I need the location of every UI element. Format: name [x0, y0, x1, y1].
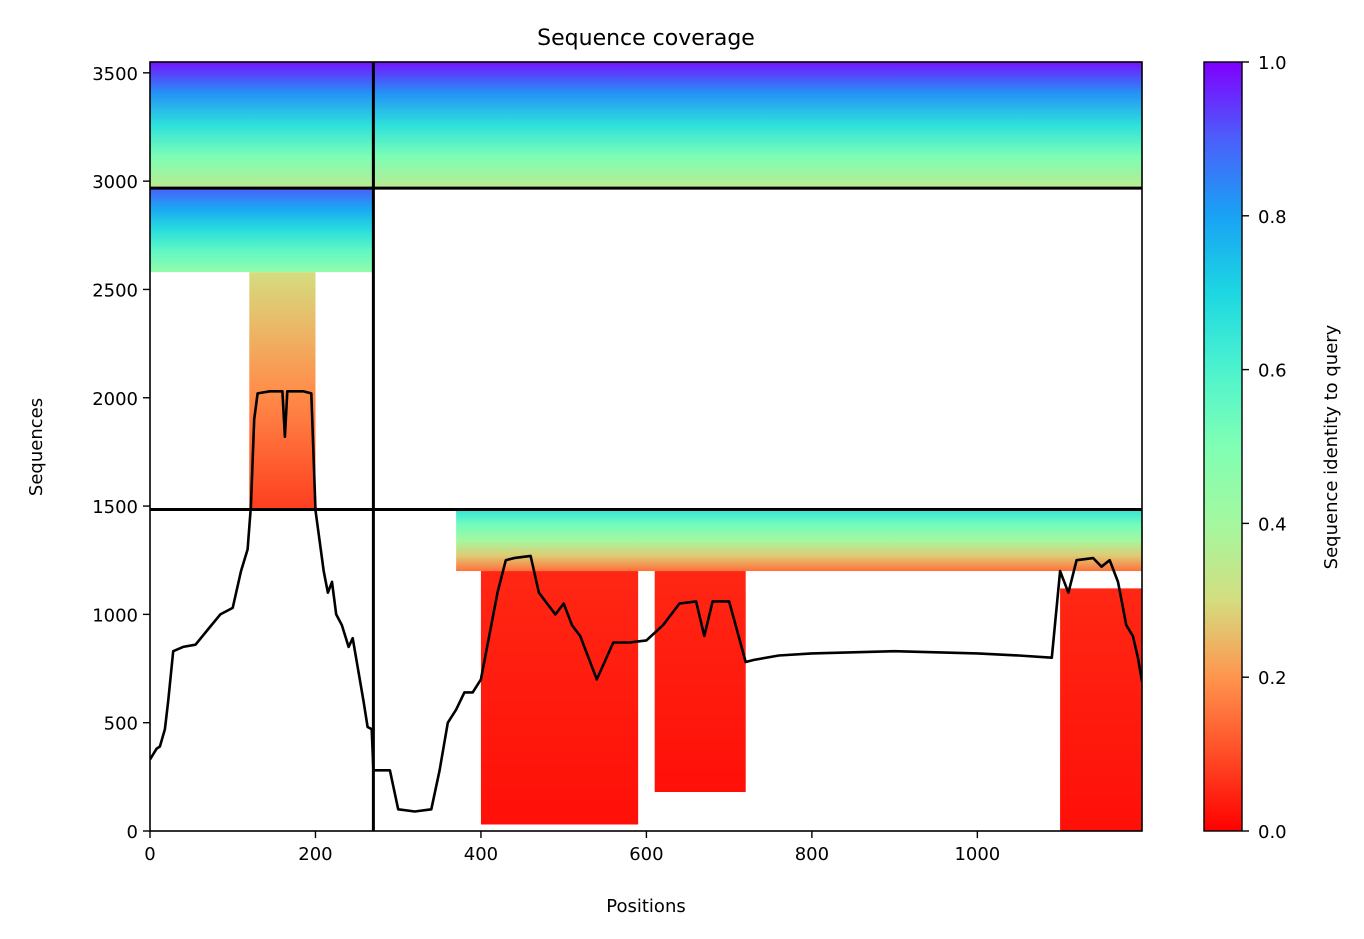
y-tick-label: 500: [104, 714, 138, 735]
colorbar-tick-label: 0.2: [1258, 668, 1287, 689]
x-tick-label: 200: [298, 844, 332, 865]
coverage-line-group: [150, 389, 1142, 813]
y-axis: 0 500 1000 1500 2000 2500 3000 3500: [92, 64, 150, 843]
x-tick-label: 400: [464, 844, 498, 865]
colorbar-tick-label: 0.0: [1258, 822, 1287, 843]
coverage-block: [480, 571, 639, 825]
y-tick-label: 2500: [92, 280, 138, 301]
coverage-block: [654, 571, 746, 793]
y-tick-label: 1000: [92, 605, 138, 626]
y-axis-label: Sequences: [26, 398, 47, 496]
y-tick-label: 1500: [92, 497, 138, 518]
x-axis: 0 200 400 600 800 1000: [144, 831, 1000, 865]
colorbar-tick-label: 0.6: [1258, 361, 1287, 382]
x-tick-label: 600: [629, 844, 663, 865]
y-tick-label: 3000: [92, 172, 138, 193]
coverage-block: [373, 62, 1142, 189]
y-tick-label: 3500: [92, 64, 138, 85]
x-tick-label: 0: [144, 844, 155, 865]
x-tick-label: 1000: [954, 844, 1000, 865]
coverage-blocks: [150, 62, 1142, 831]
colorbar-label: Sequence identity to query: [1321, 324, 1342, 569]
coverage-block: [1060, 588, 1142, 831]
coverage-block: [150, 62, 374, 189]
coverage-block: [150, 188, 374, 273]
coverage-block: [456, 509, 1142, 572]
x-tick-label: 800: [795, 844, 829, 865]
colorbar-axis: 0.0 0.2 0.4 0.6 0.8 1.0: [1242, 53, 1287, 843]
y-tick-label: 2000: [92, 389, 138, 410]
colorbar: [1203, 61, 1243, 832]
chart-title: Sequence coverage: [537, 26, 755, 51]
coverage-line: [150, 389, 1142, 813]
x-axis-label: Positions: [606, 896, 685, 917]
colorbar-tick-label: 0.4: [1258, 514, 1287, 535]
colorbar-tick-label: 1.0: [1258, 53, 1287, 74]
colorbar-tick-label: 0.8: [1258, 207, 1287, 228]
y-tick-label: 0: [127, 822, 138, 843]
